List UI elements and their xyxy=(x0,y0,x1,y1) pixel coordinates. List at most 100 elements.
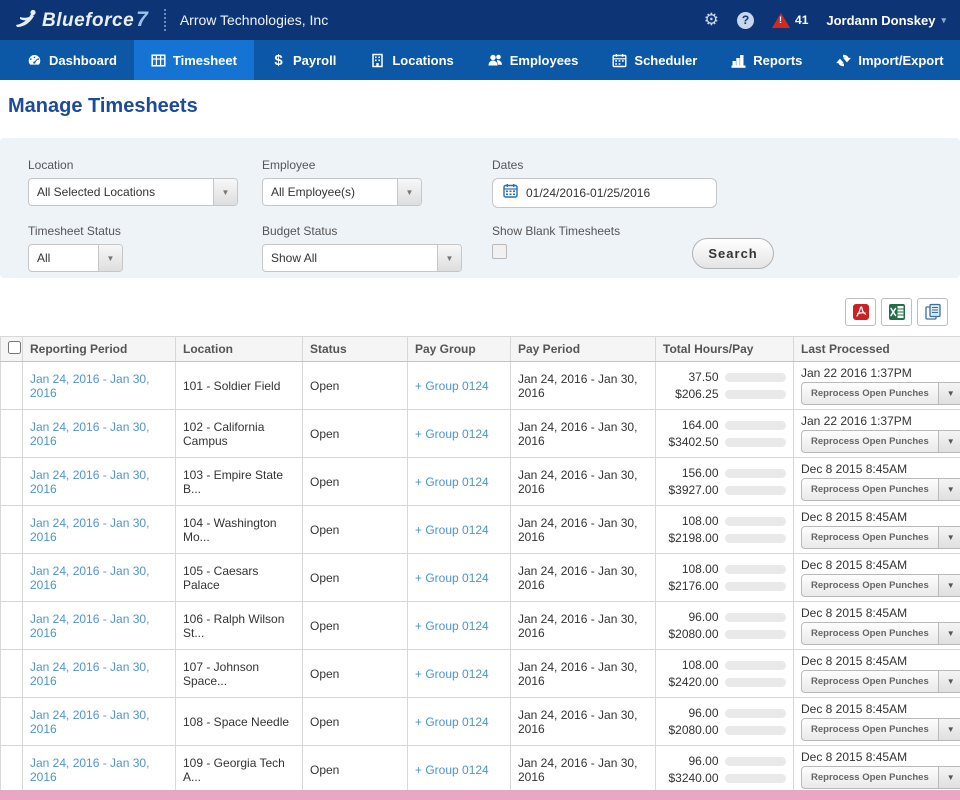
reporting-period-link[interactable]: Jan 24, 2016 - Jan 30, 2016 xyxy=(30,611,150,640)
reporting-period-link[interactable]: Jan 24, 2016 - Jan 30, 2016 xyxy=(30,755,150,784)
location-cell: 109 - Georgia Tech A... xyxy=(175,745,303,794)
nav-item-locations[interactable]: Locations xyxy=(353,40,470,80)
employee-filter-label: Employee xyxy=(262,158,316,172)
reprocess-label: Reprocess Open Punches xyxy=(811,436,929,447)
pay-group-link[interactable]: + Group 0124 xyxy=(415,618,489,633)
reprocess-open-punches-button[interactable]: Reprocess Open Punches ▼ xyxy=(801,382,960,405)
alerts-indicator[interactable]: 41 xyxy=(772,12,809,28)
topbar-divider xyxy=(163,9,166,31)
export-excel-button[interactable] xyxy=(881,298,912,326)
main-nav: Dashboard Timesheet $ Payroll Locations Emplo… xyxy=(0,40,960,80)
search-button[interactable]: Search xyxy=(692,238,775,269)
reporting-period-link[interactable]: Jan 24, 2016 - Jan 30, 2016 xyxy=(30,515,150,544)
timesheet-status-label: Timesheet Status xyxy=(28,224,121,238)
nav-item-payroll[interactable]: $ Payroll xyxy=(254,40,353,80)
reporting-period-link[interactable]: Jan 24, 2016 - Jan 30, 2016 xyxy=(30,419,150,448)
total-hours-value: 96.00 xyxy=(688,610,719,624)
nav-item-scheduler[interactable]: Scheduler xyxy=(595,40,714,80)
total-pay-value: $3240.00 xyxy=(668,771,719,785)
reprocess-label: Reprocess Open Punches xyxy=(811,772,929,783)
export-toolbar xyxy=(0,278,960,336)
pay-group-link[interactable]: + Group 0124 xyxy=(415,714,489,729)
reporting-period-link[interactable]: Jan 24, 2016 - Jan 30, 2016 xyxy=(30,659,150,688)
date-range-input[interactable]: 01/24/2016-01/25/2016 xyxy=(492,178,717,208)
show-blank-checkbox[interactable] xyxy=(492,244,507,259)
pay-group-link[interactable]: + Group 0124 xyxy=(415,426,489,441)
status-cell: Open xyxy=(302,457,408,506)
settings-button[interactable]: ⚙ xyxy=(704,10,719,30)
pay-group-link[interactable]: + Group 0124 xyxy=(415,570,489,585)
user-menu[interactable]: Jordann Donskey ▾ xyxy=(826,13,946,28)
reprocess-open-punches-button[interactable]: Reprocess Open Punches ▼ xyxy=(801,430,960,453)
nav-item-label: Employees xyxy=(509,52,579,68)
pay-period-cell: Jan 24, 2016 - Jan 30, 2016 xyxy=(510,601,656,650)
table-row: Jan 24, 2016 - Jan 30, 2016 102 - Califo… xyxy=(0,409,960,458)
reprocess-open-punches-button[interactable]: Reprocess Open Punches ▼ xyxy=(801,766,960,789)
timesheet-status-select[interactable]: All ▼ xyxy=(28,244,123,272)
timesheet-status-value: All xyxy=(37,251,51,265)
location-select[interactable]: All Selected Locations ▼ xyxy=(28,178,238,206)
chevron-down-icon: ▼ xyxy=(397,179,421,205)
total-pay-value: $3927.00 xyxy=(668,483,719,497)
nav-item-import-export[interactable]: Import/Export xyxy=(819,40,960,80)
reprocess-open-punches-button[interactable]: Reprocess Open Punches ▼ xyxy=(801,478,960,501)
pay-bar xyxy=(724,581,786,591)
pay-group-link[interactable]: + Group 0124 xyxy=(415,378,489,393)
pay-group-link[interactable]: + Group 0124 xyxy=(415,522,489,537)
reprocess-open-punches-button[interactable]: Reprocess Open Punches ▼ xyxy=(801,574,960,597)
employee-select[interactable]: All Employee(s) ▼ xyxy=(262,178,422,206)
total-hours-pay-cell: 37.50 $206.25 xyxy=(655,361,794,410)
pay-group-link[interactable]: + Group 0124 xyxy=(415,666,489,681)
total-hours-pay-cell: 96.00 $2080.00 xyxy=(655,601,794,650)
reprocess-open-punches-button[interactable]: Reprocess Open Punches ▼ xyxy=(801,670,960,693)
help-button[interactable]: ? xyxy=(737,11,755,29)
alerts-count: 41 xyxy=(795,13,809,27)
status-cell: Open xyxy=(302,409,408,458)
reprocess-open-punches-button[interactable]: Reprocess Open Punches ▼ xyxy=(801,526,960,549)
row-select-cell xyxy=(0,697,23,746)
hours-bar xyxy=(724,564,786,574)
total-hours-value: 164.00 xyxy=(681,418,719,432)
chevron-down-icon: ▼ xyxy=(937,383,960,404)
location-cell: 107 - Johnson Space... xyxy=(175,649,303,698)
table-row: Jan 24, 2016 - Jan 30, 2016 106 - Ralph … xyxy=(0,601,960,650)
total-pay-value: $2080.00 xyxy=(668,627,719,641)
location-cell: 108 - Space Needle xyxy=(175,697,303,746)
reporting-period-link[interactable]: Jan 24, 2016 - Jan 30, 2016 xyxy=(30,707,150,736)
last-processed-date: Jan 22 2016 1:37PM xyxy=(801,366,912,380)
pay-bar xyxy=(724,437,786,447)
reporting-period-link[interactable]: Jan 24, 2016 - Jan 30, 2016 xyxy=(30,467,150,496)
nav-item-employees[interactable]: Employees xyxy=(471,40,596,80)
pay-period-cell: Jan 24, 2016 - Jan 30, 2016 xyxy=(510,697,656,746)
location-select-value: All Selected Locations xyxy=(37,185,156,199)
nav-item-reports[interactable]: Reports xyxy=(714,40,819,80)
export-copy-button[interactable] xyxy=(917,298,948,326)
row-select-cell xyxy=(0,553,23,602)
pay-group-link[interactable]: + Group 0124 xyxy=(415,474,489,489)
export-pdf-button[interactable] xyxy=(845,298,876,326)
total-hours-value: 108.00 xyxy=(681,514,719,528)
total-hours-pay-cell: 96.00 $2080.00 xyxy=(655,697,794,746)
reporting-period-link[interactable]: Jan 24, 2016 - Jan 30, 2016 xyxy=(30,371,150,400)
last-processed-cell: Dec 8 2015 8:45AM Reprocess Open Punches… xyxy=(793,649,960,698)
hours-bar xyxy=(724,516,786,526)
table-row: Jan 24, 2016 - Jan 30, 2016 103 - Empire… xyxy=(0,457,960,506)
nav-item-timesheet[interactable]: Timesheet xyxy=(133,40,254,80)
blueforce-logo[interactable]: Blueforce 7 xyxy=(14,8,148,32)
excel-icon xyxy=(888,304,905,320)
reprocess-open-punches-button[interactable]: Reprocess Open Punches ▼ xyxy=(801,622,960,645)
nav-item-label: Scheduler xyxy=(634,52,698,68)
nav-item-dashboard[interactable]: Dashboard xyxy=(10,40,134,80)
total-hours-pay-cell: 96.00 $3240.00 xyxy=(655,745,794,794)
reprocess-open-punches-button[interactable]: Reprocess Open Punches ▼ xyxy=(801,718,960,741)
table-row: Jan 24, 2016 - Jan 30, 2016 101 - Soldie… xyxy=(0,361,960,410)
total-hours-value: 156.00 xyxy=(681,466,719,480)
budget-status-select[interactable]: Show All ▼ xyxy=(262,244,462,272)
select-all-checkbox[interactable] xyxy=(8,341,21,354)
status-cell: Open xyxy=(302,601,408,650)
pay-period-cell: Jan 24, 2016 - Jan 30, 2016 xyxy=(510,553,656,602)
column-pay-group: Pay Group xyxy=(407,336,511,362)
pay-group-link[interactable]: + Group 0124 xyxy=(415,762,489,777)
reporting-period-link[interactable]: Jan 24, 2016 - Jan 30, 2016 xyxy=(30,563,150,592)
last-processed-cell: Dec 8 2015 8:45AM Reprocess Open Punches… xyxy=(793,601,960,650)
